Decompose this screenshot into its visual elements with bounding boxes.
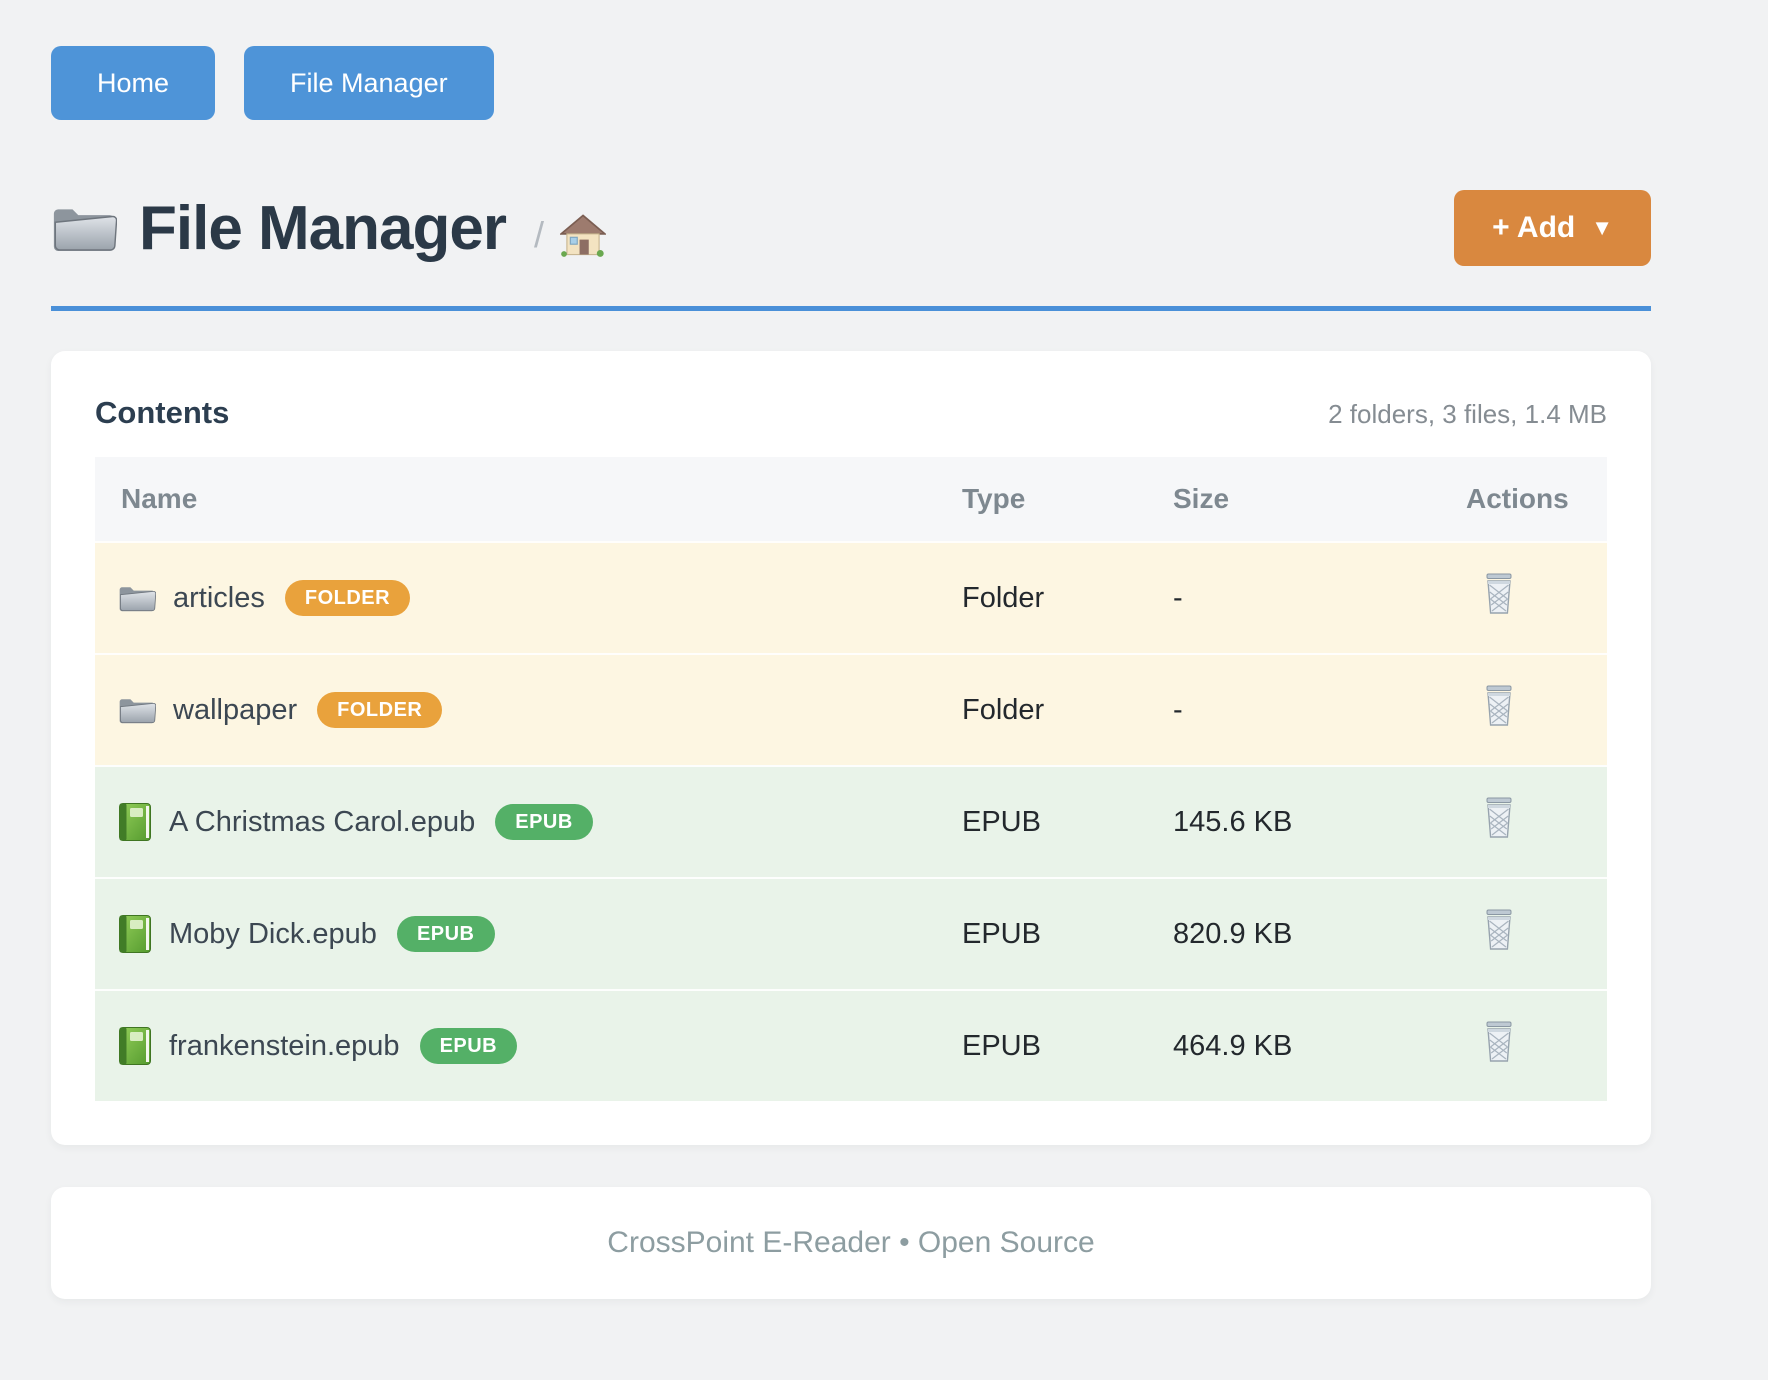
name-cell: articles FOLDER <box>95 580 962 616</box>
actions-cell <box>1466 908 1607 960</box>
folder-icon <box>119 586 156 612</box>
delete-button[interactable] <box>1480 684 1518 728</box>
size-cell: 820.9 KB <box>1173 917 1293 950</box>
trash-icon <box>1486 685 1512 726</box>
add-button[interactable]: + Add ▼ <box>1454 190 1651 266</box>
footer-text: CrossPoint E-Reader • Open Source <box>607 1226 1095 1259</box>
type-cell: Folder <box>962 581 1045 614</box>
column-header-type: Type <box>962 483 1026 514</box>
trash-icon <box>1486 573 1512 614</box>
folder-icon <box>53 208 117 252</box>
column-header-size: Size <box>1173 483 1230 514</box>
table-row[interactable]: wallpaper FOLDER Folder - <box>95 653 1607 765</box>
file-name-link[interactable]: articles <box>173 581 265 614</box>
name-cell: wallpaper FOLDER <box>95 692 962 728</box>
file-name-link[interactable]: frankenstein.epub <box>169 1029 400 1062</box>
column-header-name: Name <box>121 483 198 514</box>
folder-badge: FOLDER <box>284 580 411 616</box>
folder-badge: FOLDER <box>317 692 443 728</box>
type-cell: Folder <box>962 693 1045 726</box>
page-container: Home File Manager File Manager / + Add ▼… <box>51 0 1651 1299</box>
top-nav: Home File Manager <box>51 46 1651 120</box>
actions-cell <box>1466 684 1607 736</box>
actions-cell <box>1466 1020 1607 1072</box>
delete-button[interactable] <box>1480 908 1518 952</box>
epub-badge: EPUB <box>396 916 495 952</box>
type-cell: EPUB <box>962 1029 1041 1062</box>
breadcrumb-home-link[interactable] <box>560 212 606 258</box>
contents-panel: Contents 2 folders, 3 files, 1.4 MB Name… <box>51 351 1651 1145</box>
caret-down-icon: ▼ <box>1591 215 1613 240</box>
table-row[interactable]: frankenstein.epub EPUB EPUB 464.9 KB <box>95 989 1607 1101</box>
panel-top: Contents 2 folders, 3 files, 1.4 MB <box>95 395 1607 431</box>
table-row[interactable]: articles FOLDER Folder - <box>95 541 1607 653</box>
nav-button-file-manager[interactable]: File Manager <box>244 46 494 120</box>
folder-icon <box>119 698 156 724</box>
house-icon <box>560 214 606 258</box>
name-cell: frankenstein.epub EPUB <box>95 1026 962 1066</box>
page-title: File Manager <box>139 193 507 263</box>
column-header-actions: Actions <box>1466 483 1569 514</box>
table-row[interactable]: Moby Dick.epub EPUB EPUB 820.9 KB <box>95 877 1607 989</box>
file-name-link[interactable]: Moby Dick.epub <box>169 917 377 950</box>
title-divider <box>51 306 1651 311</box>
delete-button[interactable] <box>1480 1020 1518 1064</box>
name-cell: A Christmas Carol.epub EPUB <box>95 802 962 842</box>
file-table: Name Type Size Actions articles FOLDER F… <box>95 457 1607 1101</box>
contents-summary: 2 folders, 3 files, 1.4 MB <box>1328 399 1607 429</box>
footer-card: CrossPoint E-Reader • Open Source <box>51 1187 1651 1299</box>
epub-badge: EPUB <box>495 804 593 840</box>
table-header: Name Type Size Actions <box>95 457 1607 541</box>
name-cell: Moby Dick.epub EPUB <box>95 914 962 954</box>
add-button-label: + Add <box>1492 211 1576 244</box>
nav-button-home[interactable]: Home <box>51 46 216 120</box>
actions-cell <box>1466 572 1607 624</box>
delete-button[interactable] <box>1480 572 1518 616</box>
page-header: File Manager / + Add ▼ <box>51 190 1651 266</box>
size-cell: 464.9 KB <box>1173 1029 1293 1062</box>
green-book-icon <box>119 915 151 953</box>
breadcrumb-separator: / <box>534 214 545 255</box>
panel-heading: Contents <box>95 395 230 430</box>
delete-button[interactable] <box>1480 796 1518 840</box>
green-book-icon <box>119 1027 151 1065</box>
green-book-icon <box>119 803 151 841</box>
actions-cell <box>1466 796 1607 848</box>
epub-badge: EPUB <box>419 1028 518 1064</box>
size-cell: - <box>1173 581 1183 614</box>
file-name-link[interactable]: A Christmas Carol.epub <box>169 805 476 838</box>
file-name-link[interactable]: wallpaper <box>173 693 298 726</box>
type-cell: EPUB <box>962 805 1041 838</box>
table-row[interactable]: A Christmas Carol.epub EPUB EPUB 145.6 K… <box>95 765 1607 877</box>
trash-icon <box>1486 797 1512 838</box>
trash-icon <box>1486 1021 1512 1062</box>
breadcrumb: / <box>534 212 606 258</box>
size-cell: 145.6 KB <box>1173 805 1293 838</box>
size-cell: - <box>1173 693 1183 726</box>
type-cell: EPUB <box>962 917 1041 950</box>
trash-icon <box>1486 909 1512 950</box>
